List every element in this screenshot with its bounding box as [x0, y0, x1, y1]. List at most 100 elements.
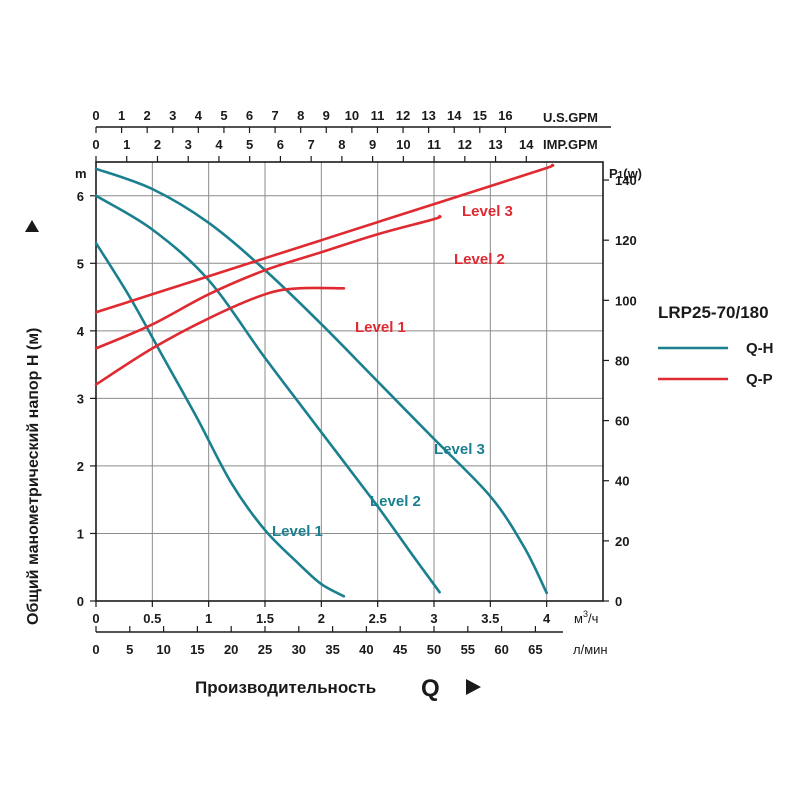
x-usgpm-tick-label: 14	[447, 108, 462, 123]
y-left-tick-label: 2	[77, 459, 84, 474]
y-axis-title-group: Общий манометрический напор H (м)	[25, 220, 42, 625]
x-impgpm-tick-label: 11	[427, 137, 441, 152]
x-impgpm-unit: IMP.GPM	[543, 137, 598, 152]
x-m3h-tick-label: 3.5	[481, 611, 499, 626]
y-axis-arrow-icon	[25, 220, 39, 232]
x-lmin-tick-label: 40	[359, 642, 373, 657]
x-impgpm-tick-label: 6	[277, 137, 284, 152]
qh-curve-level-1	[94, 241, 346, 598]
x-axis-arrow-icon	[466, 679, 481, 695]
axis-ticks: 0 0.5 1 1.5 2 2.5 3 3.5 40 5 10 15 20 25 30 35 40 45 50 55 6…	[77, 108, 637, 657]
y-left-tick-label: 0	[77, 594, 84, 609]
x-lmin-tick-label: 15	[190, 642, 204, 657]
legend-title: LRP25-70/180	[658, 303, 769, 322]
x-usgpm-tick-label: 10	[345, 108, 359, 123]
x-impgpm-tick-label: 4	[215, 137, 223, 152]
x-lmin-tick-label: 65	[528, 642, 542, 657]
legend-qp-label: Q-P	[746, 371, 773, 388]
x-lmin-tick-label: 5	[126, 642, 133, 657]
qp-label-level-2: Level 2	[454, 251, 505, 268]
qp-label-level-1: Level 1	[355, 319, 406, 336]
x-lmin-tick-label: 30	[292, 642, 306, 657]
x-impgpm-tick-label: 2	[154, 137, 161, 152]
x-lmin-tick-label: 25	[258, 642, 272, 657]
x-lmin-tick-label: 10	[156, 642, 170, 657]
y-right-tick-label: 40	[615, 474, 629, 489]
x-impgpm-tick-label: 12	[458, 137, 472, 152]
x-usgpm-tick-label: 3	[169, 108, 176, 123]
qh-curve-level-2	[94, 194, 441, 594]
x-lmin-tick-label: 50	[427, 642, 441, 657]
x-impgpm-tick-label: 1	[123, 137, 130, 152]
x-lmin-tick-label: 0	[92, 642, 99, 657]
y-left-unit: m	[75, 166, 87, 181]
y-left-tick-label: 3	[77, 391, 84, 406]
y-right-tick-label: 140	[615, 173, 637, 188]
y-left-tick-label: 1	[77, 526, 84, 541]
qp-curve-level-1	[94, 286, 346, 386]
x-usgpm-tick-label: 1	[118, 108, 125, 123]
x-impgpm-tick-label: 9	[369, 137, 376, 152]
qp-curve-level-2	[94, 214, 442, 350]
x-lmin-tick-label: 20	[224, 642, 238, 657]
y-left-tick-label: 4	[77, 324, 85, 339]
legend-qh-label: Q-H	[746, 340, 774, 357]
x-lmin-tick-label: 55	[461, 642, 475, 657]
x-m3h-tick-label: 4	[543, 611, 551, 626]
x-impgpm-tick-label: 13	[488, 137, 502, 152]
y-right-unit: P1(w)	[609, 166, 642, 181]
curves	[94, 163, 555, 598]
grid	[95, 161, 604, 602]
x-usgpm-tick-label: 7	[271, 108, 278, 123]
x-impgpm-tick-label: 14	[519, 137, 534, 152]
x-m3h-unit: м3/ч	[574, 609, 598, 626]
x-m3h-tick-label: 3	[430, 611, 437, 626]
x-m3h-tick-label: 2	[318, 611, 325, 626]
x-usgpm-tick-label: 2	[144, 108, 151, 123]
x-m3h-tick-label: 0	[92, 611, 99, 626]
y-axis-title: Общий манометрический напор H (м)	[25, 328, 42, 625]
x-lmin-unit: л/мин	[573, 642, 608, 657]
x-impgpm-tick-label: 7	[308, 137, 315, 152]
x-usgpm-unit: U.S.GPM	[543, 110, 598, 125]
y-right-tick-label: 20	[615, 534, 629, 549]
x-usgpm-tick-label: 5	[220, 108, 227, 123]
qh-label-level-2: Level 2	[370, 493, 421, 510]
x-impgpm-tick-label: 5	[246, 137, 253, 152]
x-usgpm-tick-label: 0	[92, 108, 99, 123]
qp-label-level-3: Level 3	[462, 203, 513, 220]
qh-label-level-3: Level 3	[434, 441, 485, 458]
y-right-tick-label: 0	[615, 594, 622, 609]
y-left-tick-label: 5	[77, 256, 84, 271]
qp-curve-level-3	[94, 163, 555, 314]
y-left-tick-label: 6	[77, 189, 84, 204]
x-m3h-tick-label: 0.5	[143, 611, 161, 626]
x-impgpm-tick-label: 10	[396, 137, 410, 152]
y-right-tick-label: 80	[615, 353, 629, 368]
x-usgpm-tick-label: 6	[246, 108, 253, 123]
x-impgpm-tick-label: 8	[338, 137, 345, 152]
x-m3h-tick-label: 2.5	[369, 611, 387, 626]
curve-labels: Level 1 Level 2 Level 3 Level 1 Level 2 Level…	[272, 203, 513, 540]
y-right-tick-label: 120	[615, 233, 637, 248]
x-lmin-tick-label: 60	[494, 642, 508, 657]
y-right-tick-label: 100	[615, 293, 637, 308]
x-lmin-tick-label: 35	[325, 642, 339, 657]
x-axis-symbol: Q	[421, 675, 440, 702]
x-usgpm-tick-label: 15	[473, 108, 487, 123]
x-impgpm-tick-label: 3	[185, 137, 192, 152]
x-usgpm-tick-label: 8	[297, 108, 304, 123]
x-usgpm-tick-label: 4	[195, 108, 203, 123]
x-usgpm-tick-label: 12	[396, 108, 410, 123]
x-axis-title: Производительность	[195, 678, 376, 697]
x-usgpm-tick-label: 13	[421, 108, 435, 123]
qh-curve-level-3	[94, 167, 548, 595]
x-m3h-tick-label: 1.5	[256, 611, 274, 626]
x-usgpm-tick-label: 11	[371, 108, 385, 123]
plot-frame	[95, 161, 604, 602]
x-usgpm-tick-label: 9	[323, 108, 330, 123]
qh-label-level-1: Level 1	[272, 523, 323, 540]
x-impgpm-tick-label: 0	[92, 137, 99, 152]
x-m3h-tick-label: 1	[205, 611, 212, 626]
